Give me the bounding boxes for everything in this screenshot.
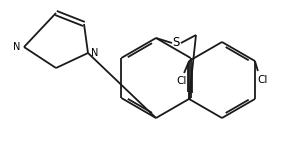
Text: N: N bbox=[13, 42, 21, 52]
Text: Cl: Cl bbox=[258, 75, 268, 85]
Text: N: N bbox=[91, 48, 99, 58]
Text: S: S bbox=[172, 37, 180, 49]
Text: Cl: Cl bbox=[176, 76, 186, 86]
